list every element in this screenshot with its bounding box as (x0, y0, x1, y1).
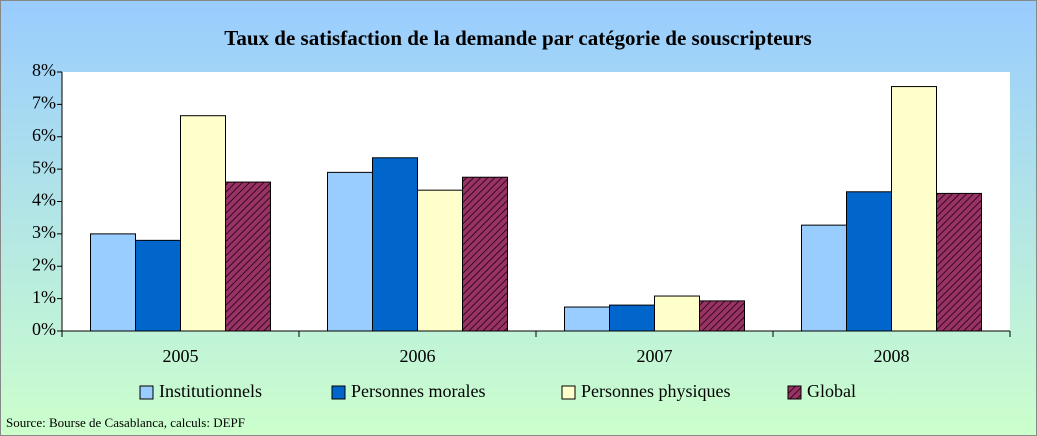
x-tick-label: 2008 (874, 346, 910, 366)
legend-label: Institutionnels (159, 381, 262, 401)
bar (564, 306, 610, 332)
bar (654, 295, 700, 332)
x-tick-label: 2005 (163, 346, 199, 366)
legend-swatch (331, 385, 346, 400)
bar (801, 224, 847, 332)
bar (891, 86, 937, 332)
y-tick-label: 4% (32, 190, 56, 210)
legend-label: Personnes physiques (581, 381, 731, 401)
legend-swatch (787, 385, 802, 400)
y-tick-label: 7% (32, 93, 56, 113)
x-tick-label: 2006 (400, 346, 436, 366)
y-tick-label: 0% (32, 319, 56, 339)
legend-label: Personnes morales (351, 381, 485, 401)
bar (90, 233, 136, 332)
legend-swatch (561, 385, 576, 400)
legend-label: Global (807, 381, 856, 401)
bar (846, 191, 892, 332)
bar (225, 181, 271, 332)
y-tick-label: 6% (32, 125, 56, 145)
source: Source: Bourse de Casablanca, calculs: D… (6, 415, 245, 430)
y-tick-label: 8% (32, 60, 56, 80)
chart-title: Taux de satisfaction de la demande par c… (224, 26, 811, 50)
bar (699, 300, 745, 332)
bar (327, 171, 373, 332)
y-tick-label: 3% (32, 222, 56, 242)
bar (417, 189, 463, 332)
bar (372, 157, 418, 332)
x-tick-label: 2007 (637, 346, 673, 366)
y-tick-label: 1% (32, 287, 56, 307)
legend-swatch (139, 385, 154, 400)
y-tick-label: 2% (32, 254, 56, 274)
y-tick-label: 5% (32, 157, 56, 177)
bar (936, 192, 982, 332)
bar (135, 239, 181, 332)
bar (180, 115, 226, 332)
bar (609, 304, 655, 332)
bar (462, 176, 508, 332)
